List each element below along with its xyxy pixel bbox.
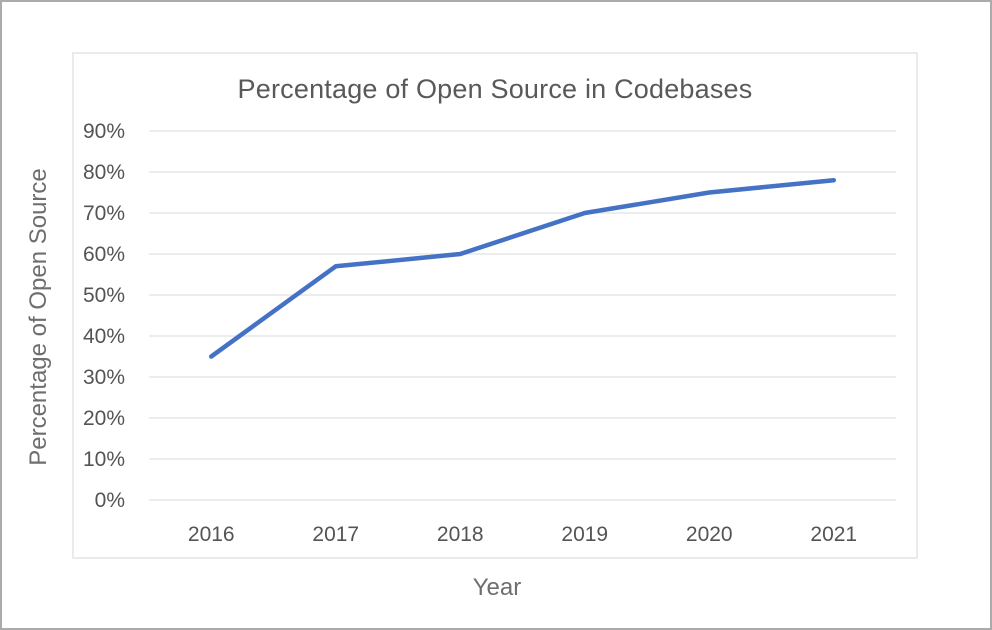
y-tick-label: 50% xyxy=(83,284,125,307)
y-tick-label: 70% xyxy=(83,202,125,225)
y-axis-title: Percentage of Open Source xyxy=(25,168,52,466)
y-tick-label: 80% xyxy=(83,161,125,184)
y-tick-label: 20% xyxy=(83,407,125,430)
chart-card: Percentage of Open Source in Codebases 0… xyxy=(72,52,918,559)
y-tick-label: 90% xyxy=(83,120,125,143)
x-tick-label: 2018 xyxy=(437,523,484,546)
y-tick-label: 0% xyxy=(95,489,125,512)
data-line xyxy=(209,177,836,359)
x-tick-label: 2016 xyxy=(188,523,235,546)
y-tick-label: 30% xyxy=(83,366,125,389)
chart-title: Percentage of Open Source in Codebases xyxy=(237,74,753,104)
x-tick-label: 2021 xyxy=(810,523,857,546)
x-axis-title: Year xyxy=(472,574,522,601)
x-tick-label: 2019 xyxy=(561,523,608,546)
plot-area: 0% 10% 20% 30% 40% 50% 60% 70% 80% 90% 2016 2017 201… xyxy=(83,120,896,546)
y-tick-label: 10% xyxy=(83,448,125,471)
y-tick-label: 60% xyxy=(83,243,125,266)
y-tick-label: 40% xyxy=(83,325,125,348)
x-tick-label: 2017 xyxy=(312,523,359,546)
x-tick-label: 2020 xyxy=(686,523,733,546)
